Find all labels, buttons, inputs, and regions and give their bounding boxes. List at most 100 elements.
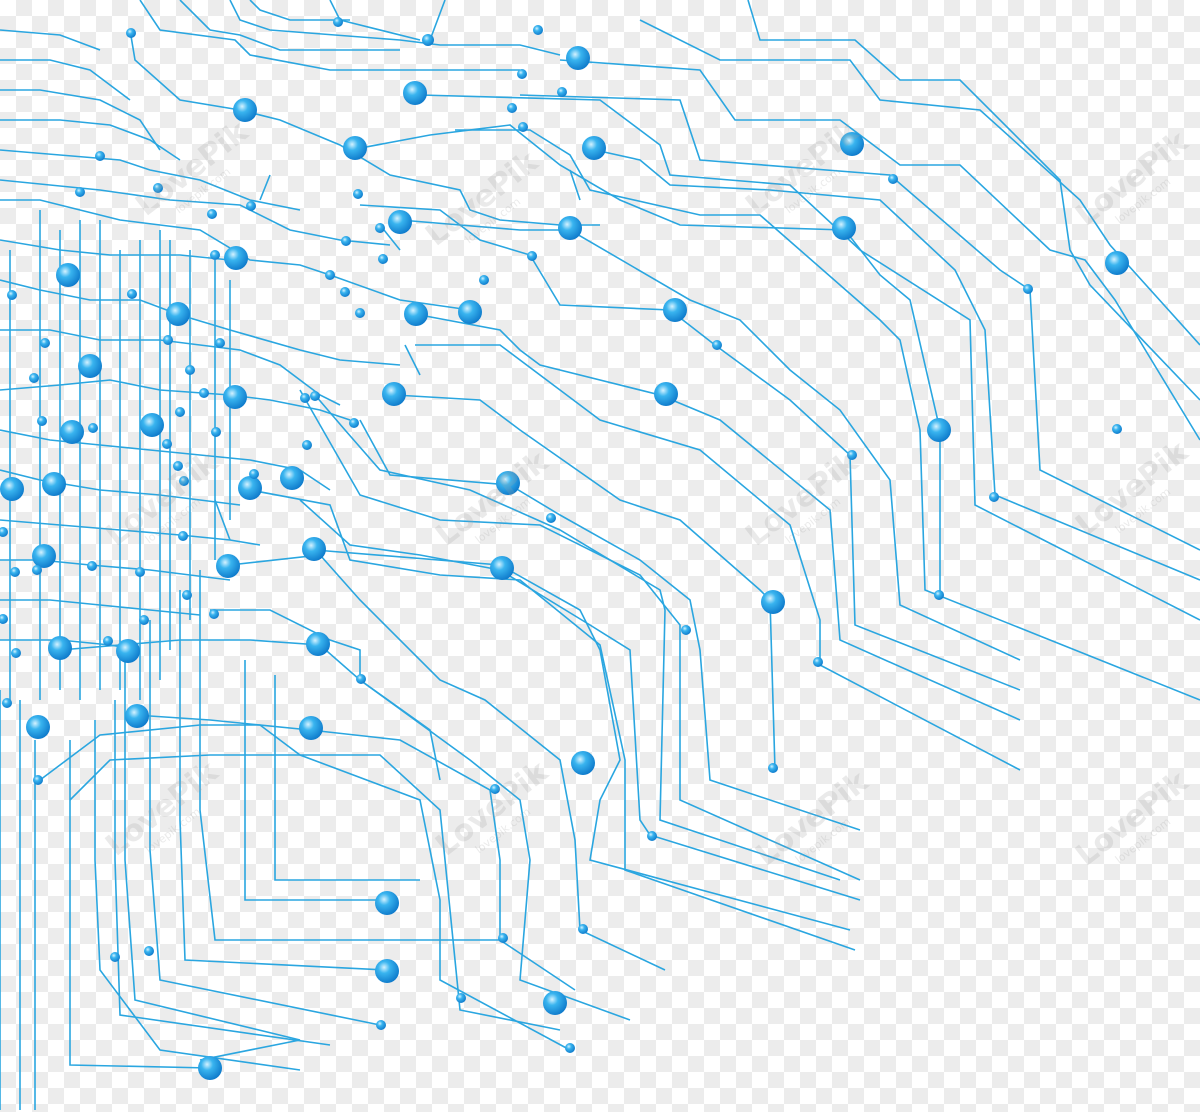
circuit-node [663, 298, 687, 322]
circuit-node [48, 636, 72, 660]
circuit-node [78, 354, 102, 378]
circuit-node [310, 391, 320, 401]
circuit-node [40, 338, 50, 348]
circuit-node [238, 476, 262, 500]
circuit-node [507, 103, 517, 113]
circuit-trace [314, 394, 841, 881]
circuit-node [566, 46, 590, 70]
circuit-node [10, 567, 20, 577]
circuit-node [116, 639, 140, 663]
circuit-trace [129, 29, 600, 226]
circuit-node [299, 716, 323, 740]
circuit-node [546, 513, 556, 523]
circuit-node [927, 418, 951, 442]
circuit-node [199, 388, 209, 398]
circuit-node [1105, 251, 1129, 275]
circuit-node [761, 590, 785, 614]
circuit-trace [419, 314, 1021, 721]
circuit-trace [299, 389, 861, 881]
circuit-node [95, 151, 105, 161]
circuit-trace [229, 554, 666, 971]
circuit-node [813, 657, 823, 667]
circuit-node [382, 382, 406, 406]
circuit-node [403, 81, 427, 105]
circuit-node [135, 567, 145, 577]
circuit-node [832, 216, 856, 240]
circuit-trace [0, 149, 301, 211]
circuit-node [989, 492, 999, 502]
circuit-trace [404, 344, 421, 376]
circuit-node [578, 924, 588, 934]
circuit-trace [214, 499, 231, 541]
circuit-trace [259, 174, 271, 201]
circuit-trace [0, 119, 181, 161]
circuit-node [216, 554, 240, 578]
circuit-node [490, 556, 514, 580]
circuit-trace [359, 419, 861, 831]
circuit-node [223, 385, 247, 409]
circuit-node [103, 636, 113, 646]
circuit-trace [747, 0, 1200, 401]
circuit-trace [139, 0, 520, 71]
circuit-node [210, 250, 220, 260]
circuit-node [340, 287, 350, 297]
circuit-node [163, 335, 173, 345]
circuit-node [246, 201, 256, 211]
circuit-node [139, 615, 149, 625]
circuit-node [0, 477, 24, 501]
circuit-node [498, 933, 508, 943]
circuit-node [11, 648, 21, 658]
circuit-trace [179, 0, 400, 51]
circuit-trace [244, 660, 390, 901]
circuit-node [32, 544, 56, 568]
circuit-node [144, 946, 154, 956]
circuit-trace [569, 169, 581, 201]
circuit-node [110, 952, 120, 962]
circuit-node [32, 565, 42, 575]
circuit-node [209, 609, 219, 619]
circuit-node [518, 122, 528, 132]
circuit-node [388, 210, 412, 234]
circuit-node [681, 625, 691, 635]
circuit-node [333, 17, 343, 27]
circuit-trace [69, 754, 561, 1031]
circuit-node [7, 290, 17, 300]
circuit-node [60, 420, 84, 444]
circuit-trace [429, 0, 446, 41]
circuit-trace [179, 590, 386, 971]
circuit-trace [0, 179, 391, 246]
circuit-node [458, 300, 482, 324]
circuit-nodes [0, 17, 1129, 1080]
circuit-trace [199, 570, 500, 941]
circuit-node [349, 418, 359, 428]
circuit-node [558, 216, 582, 240]
circuit-node [888, 174, 898, 184]
circuit-trace [0, 379, 351, 421]
circuit-node [517, 69, 527, 79]
circuit-node [88, 423, 98, 433]
circuit-node [198, 1056, 222, 1080]
circuit-node [56, 263, 80, 287]
circuit-node [712, 340, 722, 350]
circuit-trace [69, 740, 211, 1069]
circuit-node [42, 472, 66, 496]
circuit-node [355, 308, 365, 318]
circuit-node [300, 393, 310, 403]
circuit-trace [210, 609, 631, 1021]
circuit-trace [299, 499, 861, 901]
circuit-node [375, 891, 399, 915]
circuit-node [527, 251, 537, 261]
circuit-trace [149, 620, 381, 1026]
circuit-node [185, 365, 195, 375]
circuit-node [33, 775, 43, 785]
circuit-trace [559, 59, 1200, 441]
circuit-node [125, 704, 149, 728]
circuit-trace [229, 0, 561, 56]
circuit-node [479, 275, 489, 285]
circuit-node [847, 450, 857, 460]
circuit-trace [274, 675, 420, 881]
circuit-node [543, 991, 567, 1015]
circuit-node [211, 427, 221, 437]
circuit-node [280, 466, 304, 490]
